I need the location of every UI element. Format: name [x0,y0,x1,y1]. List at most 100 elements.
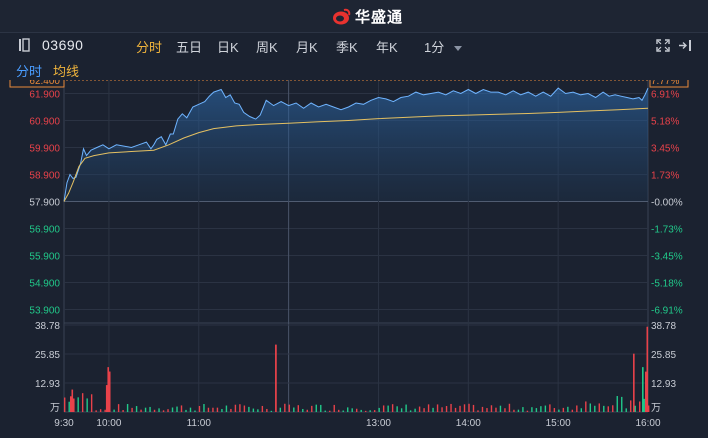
volume-bar [369,410,371,412]
volume-bar [248,406,250,412]
period-tab-daily[interactable]: 日K [217,40,239,55]
price-axis-label: 53.900 [29,306,60,317]
volume-bar [567,406,569,412]
volume-bar [212,407,214,412]
indicator-tabs: 分时 均线 [0,58,708,80]
volume-axis-label-right: 12.93 [651,379,676,390]
time-axis-label: 10:00 [96,418,121,429]
period-tab-quarterly[interactable]: 季K [336,40,358,55]
volume-bar [646,326,649,412]
volume-bar [621,396,623,412]
volume-bar [117,404,120,412]
brand-name: 华盛通 [355,8,404,26]
price-axis-label: 54.900 [29,279,60,290]
time-axis-label: 9:30 [54,418,74,429]
exit-icon[interactable] [678,39,692,52]
period-toolbar: 03690 分时 五日 日K 周K 月K 季K 年K 1分 [0,33,708,58]
volume-bar [140,409,142,412]
volume-bar [517,409,520,412]
volume-bar [549,404,551,412]
volume-bar [180,405,183,412]
interval-select[interactable]: 1分 [424,37,462,56]
volume-bar [270,410,273,412]
period-tab-intraday[interactable]: 分时 [136,40,163,55]
volume-bar [526,410,529,412]
volume-bar [432,407,434,412]
volume-bar [279,407,282,412]
volume-bar [585,401,587,412]
volume-bar [64,397,66,412]
period-tab-yearly[interactable]: 年K [376,40,398,55]
chart-canvas: 62.400 61.900 60.900 59.900 58.900 57.900 56.9… [9,72,689,429]
volume-bar [414,408,416,412]
volume-bar [495,407,497,412]
pct-axis-label: -1.73% [651,225,683,236]
dropdown-caret-icon [453,45,462,51]
volume-bar [423,408,425,412]
volume-bar [504,408,506,412]
volume-bar [409,410,412,412]
volume-bar [234,404,237,412]
tab-intraday[interactable]: 分时 [16,64,43,79]
volume-bar [405,404,407,412]
volume-bar [454,407,457,412]
volume-bar [185,409,187,412]
volume-bar [99,409,102,412]
volume-bar [607,406,609,412]
volume-bar [261,405,264,412]
volume-bar [104,409,106,412]
volume-bar [356,408,358,412]
volume-bar [364,410,367,412]
volume-bar [194,410,196,412]
volume-bar [351,408,353,412]
volume-bar [72,398,75,412]
volume-bar [105,385,108,412]
price-axis-label: 62.400 [29,80,60,87]
volume-bar [144,407,147,412]
volume-bar [131,407,133,412]
volume-bar [378,407,380,412]
price-axis-label: 57.900 [29,198,60,209]
tab-average-line[interactable]: 均线 [53,64,80,79]
volume-bar [603,405,605,412]
volume-bar [288,404,291,412]
volume-bar [508,403,511,412]
time-axis-label: 11:00 [187,418,212,429]
period-tab-monthly[interactable]: 月K [296,40,318,55]
volume-bar [463,404,466,412]
period-tab-weekly[interactable]: 周K [256,40,278,55]
volume-bar [95,410,97,412]
volume-bar [598,403,600,412]
period-tab-5day[interactable]: 五日 [176,40,203,55]
volume-bar [149,406,151,412]
volume-bar [633,353,635,412]
volume-bar [616,396,618,412]
volume-bar [216,407,219,412]
volume-bar [468,403,470,412]
volume-bar [306,409,308,412]
volume-bar [576,405,578,412]
volume-axis-label-right: 25.85 [651,350,676,361]
volume-bar [553,408,556,412]
volume-bar [171,407,174,412]
volume-bar [230,408,232,412]
volume-bar [481,406,484,412]
volume-bar [513,409,515,412]
volume-axis-label-left: 12.93 [35,379,60,390]
volume-bar [459,405,461,412]
volume-bar [329,410,331,412]
volume-bar [499,405,502,412]
sidebar-toggle-icon[interactable] [18,38,30,52]
volume-bar [450,403,452,412]
volume-bar [324,410,326,412]
volume-bar [472,404,475,412]
volume-bar [77,397,79,412]
expand-icon[interactable] [656,39,670,52]
intraday-chart[interactable]: 62.400 61.900 60.900 59.900 58.900 57.900 56.9… [0,72,708,433]
volume-bar [243,405,246,412]
volume-bar [107,367,110,412]
volume-bar [558,409,560,412]
price-line [63,87,649,202]
volume-bar [486,408,488,412]
volume-bar [477,410,479,412]
